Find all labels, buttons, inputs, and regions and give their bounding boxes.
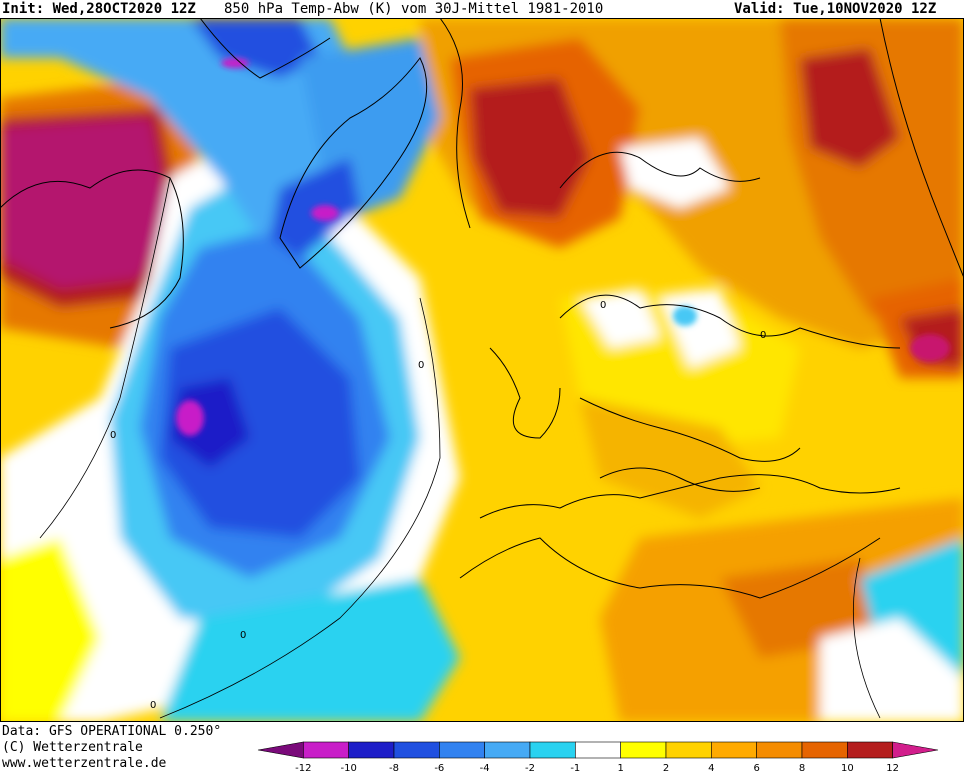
legend-swatch [348, 741, 395, 759]
legend-tick-label: 6 [753, 763, 759, 774]
legend-tick-label: 2 [663, 763, 669, 774]
temperature-anomaly-map: 0 0 0 0 0 0 [0, 18, 964, 722]
website-url: www.wetterzentrale.de [2, 756, 167, 771]
legend-tick-label: -1 [570, 763, 580, 774]
svg-text:0: 0 [150, 700, 156, 711]
legend-tick-label: -4 [480, 763, 490, 774]
legend-swatch [711, 741, 757, 759]
legend-tick-label: -2 [525, 763, 535, 774]
legend-tick-label: -8 [389, 763, 399, 774]
svg-text:0: 0 [240, 630, 246, 641]
legend-tick-label: -12 [295, 763, 311, 774]
svg-text:0: 0 [110, 430, 116, 441]
svg-text:0: 0 [600, 300, 606, 311]
legend-swatch [303, 741, 349, 759]
map-title: 850 hPa Temp-Abw (K) vom 30J-Mittel 1981… [224, 1, 604, 17]
legend-swatch [756, 741, 803, 759]
valid-time: Valid: Tue,10NOV2020 12Z [734, 1, 937, 17]
svg-text:0: 0 [760, 330, 766, 341]
legend-tick-label: 8 [799, 763, 805, 774]
legend-swatch [257, 741, 304, 759]
map-header: Init: Wed,28OCT2020 12Z 850 hPa Temp-Abw… [0, 0, 964, 18]
legend-tick-label: 10 [841, 763, 854, 774]
copyright: (C) Wetterzentrale [2, 740, 143, 755]
legend-tick-label: 1 [617, 763, 623, 774]
init-time: Init: Wed,28OCT2020 12Z [2, 1, 196, 17]
legend-swatch [801, 741, 848, 759]
legend-tick-label: -6 [434, 763, 444, 774]
legend-swatch [620, 741, 667, 759]
data-source: Data: GFS OPERATIONAL 0.250° [2, 724, 222, 739]
svg-text:0: 0 [418, 360, 424, 371]
legend-swatch [575, 741, 621, 759]
legend-swatch [892, 741, 939, 759]
color-legend: -12 -10 -8 -6 -4 -2 -1 1 2 4 6 8 10 12 [257, 741, 939, 774]
legend-swatch [529, 741, 576, 759]
legend-swatch [665, 741, 712, 759]
legend-tick-label: 4 [708, 763, 714, 774]
legend-swatch [484, 741, 531, 759]
legend-tick-label: 12 [886, 763, 899, 774]
legend-tick-label: -10 [340, 763, 356, 774]
legend-swatch [847, 741, 893, 759]
legend-swatch [439, 741, 485, 759]
legend-swatch [393, 741, 440, 759]
